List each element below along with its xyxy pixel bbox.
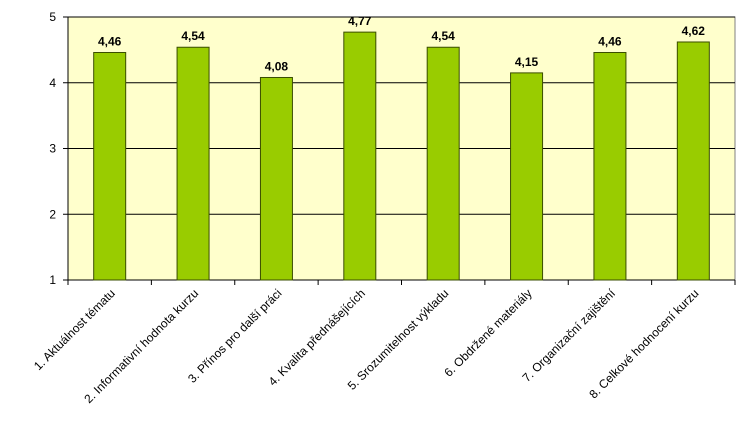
y-tick-label: 2 xyxy=(49,207,56,221)
bar xyxy=(176,46,210,281)
bar xyxy=(676,41,710,281)
value-label: 4,46 xyxy=(598,35,622,49)
value-label: 4,62 xyxy=(682,24,706,38)
value-label: 4,15 xyxy=(515,55,539,69)
x-tick-label: 1. Aktuálnost tématu xyxy=(31,286,118,373)
y-tick-label: 3 xyxy=(49,142,56,156)
bar xyxy=(93,52,127,281)
value-label: 4,54 xyxy=(181,29,205,43)
x-tick-label: 6. Obdržené materiály xyxy=(441,286,534,379)
x-tick-label: 4. Kvalita přednášejících xyxy=(266,286,368,388)
y-tick-label: 5 xyxy=(49,10,56,24)
y-tick-label: 1 xyxy=(49,273,56,287)
value-label: 4,46 xyxy=(98,35,122,49)
value-label: 4,77 xyxy=(348,14,372,28)
bar xyxy=(259,76,293,281)
x-tick-label: 7. Organizační zajištění xyxy=(519,286,618,385)
bar xyxy=(510,72,544,281)
value-label: 4,08 xyxy=(265,59,289,73)
bar xyxy=(593,52,627,281)
y-tick-label: 4 xyxy=(49,76,56,90)
x-tick-label: 3. Přínos pro další práci xyxy=(185,286,285,386)
bar xyxy=(426,46,460,281)
bar xyxy=(343,31,377,281)
value-label: 4,54 xyxy=(432,29,456,43)
